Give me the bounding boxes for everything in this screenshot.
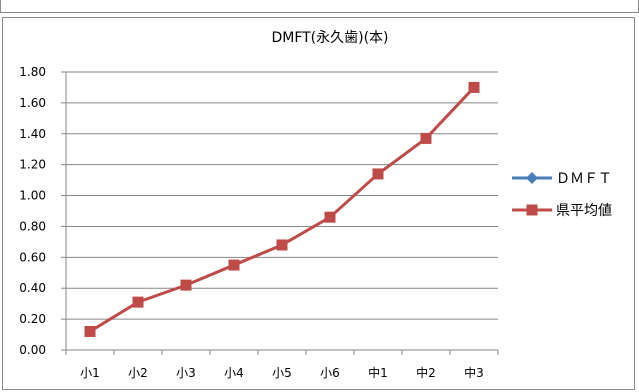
data-point	[180, 279, 192, 291]
y-tick-label: 0.20	[19, 312, 46, 326]
data-point	[372, 168, 384, 180]
data-point	[84, 325, 96, 337]
x-tick-label: 小6	[320, 366, 340, 380]
data-point	[228, 259, 240, 271]
legend-marker	[526, 204, 538, 216]
legend-marker	[526, 172, 538, 184]
x-tick-label: 小5	[272, 366, 292, 380]
data-point	[132, 296, 144, 308]
x-tick-label: 小2	[128, 366, 148, 380]
x-tick-label: 中2	[416, 365, 436, 380]
x-tick-label: 小4	[224, 366, 244, 380]
legend: ＤＭＦＴ 県平均値	[512, 171, 612, 219]
y-tick-label: 1.40	[19, 127, 46, 141]
legend-label: ＤＭＦＴ	[556, 171, 612, 187]
x-tick-label: 小1	[80, 366, 100, 380]
chart-title: DMFT(永久歯)(本)	[271, 30, 388, 46]
y-tick-label: 0.40	[19, 281, 46, 295]
data-point	[420, 132, 432, 144]
y-tick-label: 1.80	[19, 65, 46, 79]
gridlines	[66, 71, 498, 320]
x-tick-label: 中1	[368, 365, 388, 380]
series	[84, 81, 480, 337]
data-point	[468, 81, 480, 93]
x-tick-label: 小3	[176, 366, 196, 380]
y-tick-label: 0.60	[19, 250, 46, 264]
y-tick-label: 1.00	[19, 189, 46, 203]
chart-frame	[2, 17, 635, 390]
series-line	[89, 86, 476, 333]
y-tick-label: 1.60	[19, 96, 46, 110]
data-point	[276, 239, 288, 251]
y-tick-label: 0.00	[19, 343, 46, 357]
data-point	[324, 211, 336, 223]
legend-label: 県平均値	[556, 203, 612, 219]
y-tick-label: 0.80	[19, 219, 46, 233]
x-tick-label: 中3	[464, 365, 484, 380]
axes: 0.00 0.20 0.40 0.60 0.80 1.00 1.20 1.40 1.60 1.80…	[19, 65, 499, 380]
y-tick-label: 1.20	[19, 158, 46, 172]
